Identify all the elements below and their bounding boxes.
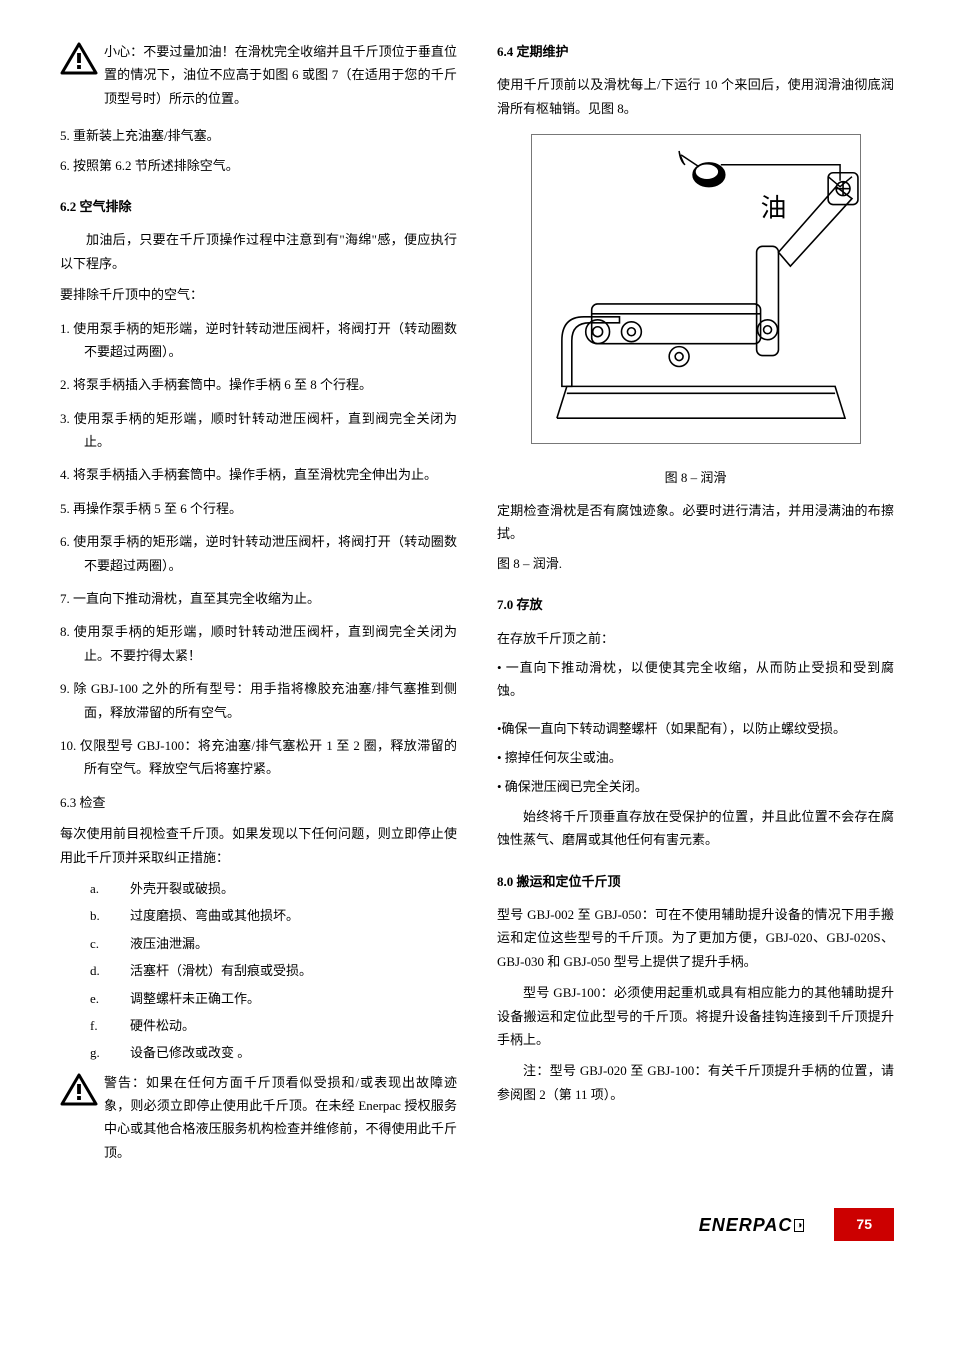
page-number: 75 bbox=[834, 1208, 894, 1241]
check-d: d.活塞杆（滑枕）有刮痕或受损。 bbox=[90, 959, 457, 982]
oil-label: 油 bbox=[760, 194, 786, 223]
caution-block-1: 小心：不要过量加油！在滑枕完全收缩并且千斤顶位于垂直位置的情况下，油位不应高于如… bbox=[60, 40, 457, 116]
section-8-0-heading: 8.0 搬运和定位千斤顶 bbox=[497, 870, 894, 893]
air-step-10: 10. 仅限型号 GBJ-100：将充油塞/排气塞松开 1 至 2 圈，释放滞留… bbox=[60, 734, 457, 781]
section-8-0-p2: 型号 GBJ-100：必须使用起重机或具有相应能力的其他辅助提升设备搬运和定位此… bbox=[497, 981, 894, 1051]
air-step-4: 4. 将泵手柄插入手柄套筒中。操作手柄，直至滑枕完全伸出为止。 bbox=[60, 463, 457, 486]
section-6-2-heading: 6.2 空气排除 bbox=[60, 195, 457, 218]
brand-logo: ENERPAC◑ bbox=[699, 1209, 805, 1241]
figure-8: 油 bbox=[497, 134, 894, 451]
section-6-2-intro: 加油后，只要在千斤顶操作过程中注意到有"海绵"感，便应执行以下程序。 bbox=[60, 228, 457, 275]
storage-bullet-4: • 确保泄压阀已完全关闭。 bbox=[497, 775, 894, 798]
air-removal-steps: 1. 使用泵手柄的矩形端，逆时针转动泄压阀杆，将阀打开（转动圈数不要超过两圈）。… bbox=[60, 317, 457, 781]
air-step-3: 3. 使用泵手柄的矩形端，顺时针转动泄压阀杆，直到阀完全关闭为止。 bbox=[60, 407, 457, 454]
section-6-3-heading: 6.3 检查 bbox=[60, 791, 457, 814]
lubrication-diagram: 油 bbox=[531, 134, 861, 444]
section-7-0-p1: 在存放千斤顶之前： bbox=[497, 627, 894, 650]
figure-8-caption: 图 8 – 润滑 bbox=[497, 466, 894, 489]
content-columns: 小心：不要过量加油！在滑枕完全收缩并且千斤顶位于垂直位置的情况下，油位不应高于如… bbox=[60, 40, 894, 1178]
inspection-checks: a.外壳开裂或破损。 b.过度磨损、弯曲或其他损坏。 c.液压油泄漏。 d.活塞… bbox=[60, 877, 457, 1065]
section-8-0-p1: 型号 GBJ-002 至 GBJ-050：可在不使用辅助提升设备的情况下用手搬运… bbox=[497, 903, 894, 973]
storage-bullet-2: •确保一直向下转动调整螺杆（如果配有），以防止螺纹受损。 bbox=[497, 717, 894, 740]
air-step-5: 5. 再操作泵手柄 5 至 6 个行程。 bbox=[60, 497, 457, 520]
warning-icon bbox=[60, 1073, 98, 1107]
storage-bullet-1: • 一直向下推动滑枕，以便使其完全收缩，从而防止受损和受到腐蚀。 bbox=[497, 656, 894, 703]
caution-text-1: 小心：不要过量加油！在滑枕完全收缩并且千斤顶位于垂直位置的情况下，油位不应高于如… bbox=[104, 40, 457, 110]
section-6-4-note: 图 8 – 润滑. bbox=[497, 552, 894, 575]
check-b: b.过度磨损、弯曲或其他损坏。 bbox=[90, 904, 457, 927]
check-e: e.调整螺杆未正确工作。 bbox=[90, 987, 457, 1010]
air-step-7: 7. 一直向下推动滑枕，直至其完全收缩为止。 bbox=[60, 587, 457, 610]
section-7-0-p2: 始终将千斤顶垂直存放在受保护的位置，并且此位置不会存在腐蚀性蒸气、磨屑或其他任何… bbox=[497, 805, 894, 852]
section-7-0-heading: 7.0 存放 bbox=[497, 593, 894, 616]
section-8-0-p3: 注：型号 GBJ-020 至 GBJ-100：有关千斤顶提升手柄的位置，请参阅图… bbox=[497, 1059, 894, 1106]
step-6: 6. 按照第 6.2 节所述排除空气。 bbox=[60, 154, 457, 177]
check-g: g.设备已修改或改变 。 bbox=[90, 1041, 457, 1064]
check-a: a.外壳开裂或破损。 bbox=[90, 877, 457, 900]
section-6-3-intro: 每次使用前目视检查千斤顶。如果发现以下任何问题，则立即停止使用此千斤顶并采取纠正… bbox=[60, 822, 457, 869]
section-6-4-p1: 使用千斤顶前以及滑枕每上/下运行 10 个来回后，使用润滑油彻底润滑所有枢轴销。… bbox=[497, 73, 894, 120]
air-step-6: 6. 使用泵手柄的矩形端，逆时针转动泄压阀杆，将阀打开（转动圈数不要超过两圈）。 bbox=[60, 530, 457, 577]
section-6-2-sub: 要排除千斤顶中的空气： bbox=[60, 283, 457, 306]
storage-bullet-3: • 擦掉任何灰尘或油。 bbox=[497, 746, 894, 769]
caution-icon bbox=[60, 42, 98, 76]
warning-text-2: 警告：如果在任何方面千斤顶看似受损和/或表现出故障迹象，则必须立即停止使用此千斤… bbox=[104, 1071, 457, 1165]
air-step-8: 8. 使用泵手柄的矩形端，顺时针转动泄压阀杆，直到阀完全关闭为止。不要拧得太紧！ bbox=[60, 620, 457, 667]
warning-block-2: 警告：如果在任何方面千斤顶看似受损和/或表现出故障迹象，则必须立即停止使用此千斤… bbox=[60, 1071, 457, 1171]
check-c: c.液压油泄漏。 bbox=[90, 932, 457, 955]
step-5: 5. 重新装上充油塞/排气塞。 bbox=[60, 124, 457, 147]
air-step-1: 1. 使用泵手柄的矩形端，逆时针转动泄压阀杆，将阀打开（转动圈数不要超过两圈）。 bbox=[60, 317, 457, 364]
air-step-2: 2. 将泵手柄插入手柄套筒中。操作手柄 6 至 8 个行程。 bbox=[60, 373, 457, 396]
right-column: 6.4 定期维护 使用千斤顶前以及滑枕每上/下运行 10 个来回后，使用润滑油彻… bbox=[497, 40, 894, 1178]
check-f: f.硬件松动。 bbox=[90, 1014, 457, 1037]
section-6-4-p2: 定期检查滑枕是否有腐蚀迹象。必要时进行清洁，并用浸满油的布擦拭。 bbox=[497, 499, 894, 546]
page-footer: ENERPAC◑ 75 bbox=[60, 1208, 894, 1241]
air-step-9: 9. 除 GBJ-100 之外的所有型号：用手指将橡胶充油塞/排气塞推到侧面，释… bbox=[60, 677, 457, 724]
section-6-4-heading: 6.4 定期维护 bbox=[497, 40, 894, 63]
left-column: 小心：不要过量加油！在滑枕完全收缩并且千斤顶位于垂直位置的情况下，油位不应高于如… bbox=[60, 40, 457, 1178]
